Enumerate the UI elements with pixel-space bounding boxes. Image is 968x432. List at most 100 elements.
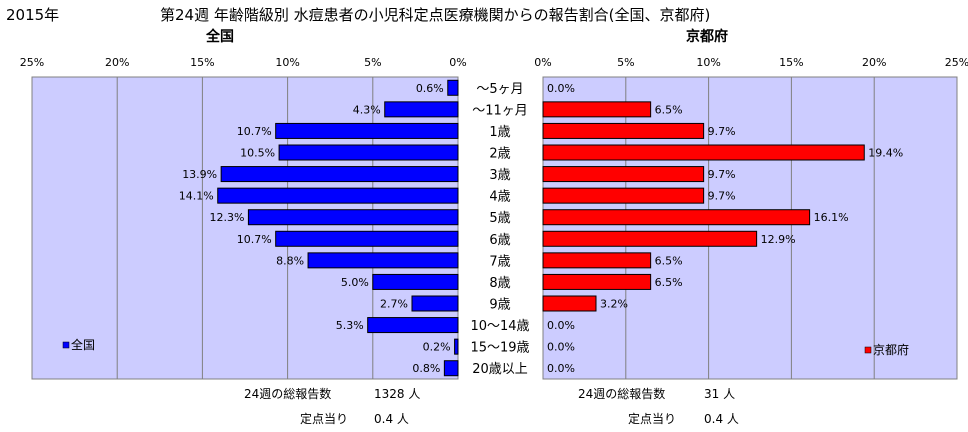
kyoto-bar: [542, 187, 705, 204]
kyoto-tick-label: 5%: [617, 56, 635, 69]
national-tick-label: 10%: [275, 56, 300, 69]
national-bar: [275, 230, 459, 247]
kyoto-plot-area: [542, 76, 958, 380]
chart-title: 第24週 年齢階級別 水痘患者の小児科定点医療機関からの報告割合(全国、京都府): [160, 6, 711, 24]
national-bar: [443, 360, 459, 377]
national-bar: [220, 166, 459, 183]
national-per-value: 0.4 人: [374, 412, 409, 426]
kyoto-data-label: 3.2%: [600, 298, 628, 311]
kyoto-bar: [542, 209, 811, 226]
category-label: 9歳: [489, 298, 510, 313]
kyoto-data-label: 12.9%: [761, 233, 796, 246]
kyoto-tick-label: 0%: [534, 56, 552, 69]
kyoto-per-value: 0.4 人: [704, 412, 739, 426]
kyoto-bar: [542, 295, 597, 312]
category-label: 15～19歳: [470, 341, 529, 356]
national-bar: [372, 273, 459, 290]
bars: [217, 79, 865, 377]
national-total-value: 1328 人: [374, 387, 421, 401]
national-data-label: 10.7%: [237, 233, 272, 246]
national-data-label: 0.6%: [416, 82, 444, 95]
national-tick-label: 20%: [104, 56, 130, 69]
kyoto-bar: [542, 166, 705, 183]
category-label: 5歳: [489, 211, 510, 226]
kyoto-data-label: 19.4%: [868, 147, 903, 160]
category-label: ～11ヶ月: [472, 103, 528, 118]
kyoto-bar: [542, 144, 865, 161]
national-tick-label: 15%: [190, 56, 215, 69]
national-bar: [217, 187, 459, 204]
kyoto-bar: [542, 230, 758, 247]
kyoto-tick-label: 15%: [779, 56, 804, 69]
category-label: 4歳: [489, 190, 510, 205]
national-bar: [275, 122, 459, 139]
kyoto-bar: [542, 122, 705, 139]
kyoto-data-label: 16.1%: [814, 211, 849, 224]
national-bar: [384, 101, 459, 118]
kyoto-bar: [542, 273, 652, 290]
kyoto-data-label: 9.7%: [708, 125, 736, 138]
national-data-label: 10.5%: [240, 147, 275, 160]
kyoto-data-label: 0.0%: [547, 319, 575, 332]
kyoto-total-label: 24週の総報告数: [578, 387, 666, 401]
category-label: 10～14歳: [470, 319, 529, 334]
kyoto-bar: [542, 101, 652, 118]
national-tick-label: 0%: [449, 56, 467, 69]
national-bar: [307, 252, 459, 269]
national-data-label: 0.8%: [412, 362, 440, 375]
national-per-label: 定点当り: [300, 412, 349, 426]
kyoto-legend-swatch: [864, 346, 872, 354]
national-data-label: 5.3%: [336, 319, 364, 332]
kyoto-legend: 京都府: [864, 342, 909, 357]
national-legend-label: 全国: [71, 337, 95, 352]
national-tick-label: 25%: [19, 56, 45, 69]
category-label: 6歳: [489, 233, 510, 248]
category-label: 2歳: [489, 147, 510, 162]
category-label: 8歳: [489, 276, 510, 291]
national-bar: [278, 144, 459, 161]
kyoto-data-label: 0.0%: [547, 362, 575, 375]
kyoto-tick-label: 25%: [944, 56, 968, 69]
data-labels: 0.6% 0.0% 4.3% 6.5% 10.7% 9.7% 10.5% 19.4% 13.9%…: [179, 82, 903, 375]
national-data-label: 4.3%: [353, 103, 381, 116]
category-label: 1歳: [489, 125, 510, 140]
national-bar: [411, 295, 459, 312]
kyoto-panel-title: 京都府: [686, 29, 728, 45]
kyoto-data-label: 6.5%: [655, 103, 683, 116]
year-label: 2015年: [6, 6, 60, 24]
kyoto-tick-label: 20%: [861, 56, 887, 69]
national-data-label: 8.8%: [276, 254, 304, 267]
national-data-label: 13.9%: [182, 168, 217, 181]
kyoto-data-label: 6.5%: [655, 254, 683, 267]
national-panel-title: 全国: [206, 29, 234, 45]
national-tick-label: 5%: [364, 56, 382, 69]
kyoto-total-value: 31 人: [704, 387, 736, 401]
national-data-label: 14.1%: [179, 190, 214, 203]
kyoto-data-label: 9.7%: [708, 190, 736, 203]
national-bar: [247, 209, 459, 226]
kyoto-data-label: 6.5%: [655, 276, 683, 289]
kyoto-data-label: 0.0%: [547, 82, 575, 95]
national-bar: [454, 338, 459, 355]
national-legend-swatch: [62, 341, 70, 349]
kyoto-data-label: 9.7%: [708, 168, 736, 181]
national-bar: [367, 317, 459, 334]
category-label: 7歳: [489, 254, 510, 269]
kyoto-data-label: 0.0%: [547, 341, 575, 354]
kyoto-tick-label: 10%: [696, 56, 721, 69]
national-data-label: 10.7%: [237, 125, 272, 138]
national-data-label: 5.0%: [341, 276, 369, 289]
category-label: 3歳: [489, 168, 510, 183]
national-bar: [447, 79, 459, 96]
national-legend: 全国: [62, 337, 95, 352]
kyoto-bar: [542, 252, 652, 269]
category-label: 20歳以上: [472, 362, 528, 377]
kyoto-legend-label: 京都府: [873, 342, 909, 357]
category-label: ～5ヶ月: [476, 82, 523, 97]
category-labels: ～5ヶ月 ～11ヶ月 1歳 2歳 3歳 4歳 5歳 6歳 7歳 8歳 9歳 10～14歳 15～19歳 2…: [470, 82, 529, 377]
national-data-label: 12.3%: [209, 211, 244, 224]
national-plot-area: [31, 76, 459, 380]
national-data-label: 0.2%: [423, 341, 451, 354]
